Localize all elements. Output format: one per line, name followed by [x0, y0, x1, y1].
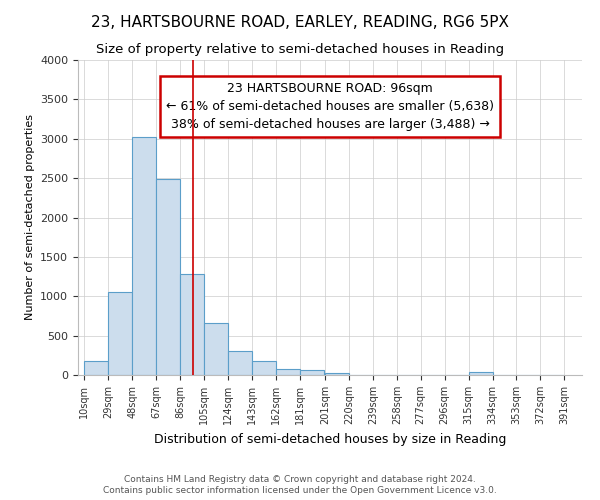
- Y-axis label: Number of semi-detached properties: Number of semi-detached properties: [25, 114, 35, 320]
- Bar: [300, 370, 324, 375]
- Bar: [469, 372, 493, 375]
- Text: 23 HARTSBOURNE ROAD: 96sqm
← 61% of semi-detached houses are smaller (5,638)
38%: 23 HARTSBOURNE ROAD: 96sqm ← 61% of semi…: [166, 82, 494, 131]
- Bar: [156, 179, 180, 375]
- Bar: [252, 361, 276, 375]
- Text: 23, HARTSBOURNE ROAD, EARLEY, READING, RG6 5PX: 23, HARTSBOURNE ROAD, EARLEY, READING, R…: [91, 15, 509, 30]
- Bar: [325, 373, 349, 375]
- Bar: [276, 368, 300, 375]
- Text: Contains public sector information licensed under the Open Government Licence v3: Contains public sector information licen…: [103, 486, 497, 495]
- Bar: [108, 292, 132, 375]
- Bar: [180, 274, 204, 375]
- Text: Contains HM Land Registry data © Crown copyright and database right 2024.: Contains HM Land Registry data © Crown c…: [124, 475, 476, 484]
- Text: Size of property relative to semi-detached houses in Reading: Size of property relative to semi-detach…: [96, 42, 504, 56]
- Bar: [84, 361, 108, 375]
- Bar: [228, 352, 252, 375]
- Bar: [132, 137, 156, 375]
- Bar: [204, 323, 228, 375]
- X-axis label: Distribution of semi-detached houses by size in Reading: Distribution of semi-detached houses by …: [154, 432, 506, 446]
